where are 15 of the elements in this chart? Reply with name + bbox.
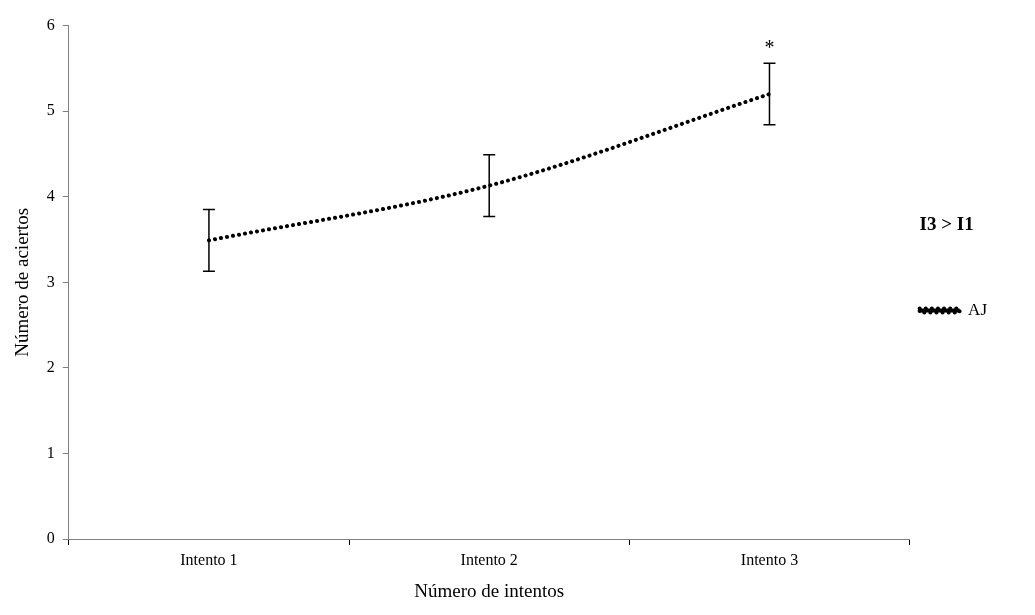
text: I3 > I1 xyxy=(919,213,974,235)
legend-label: AJ xyxy=(968,299,988,319)
y-axis-title: Número de aciertos xyxy=(11,207,33,357)
y-tick-label: 1 xyxy=(46,443,55,461)
x-tick-label: Intento 3 xyxy=(740,550,799,568)
y-tick-label: 2 xyxy=(46,358,55,376)
x-axis-title: Número de intentos xyxy=(414,579,565,601)
x-tick-label: Intento 1 xyxy=(180,550,238,568)
y-tick-label: 3 xyxy=(46,272,55,290)
annotation: * xyxy=(764,36,775,59)
y-tick-label: 0 xyxy=(46,529,55,547)
y-tick-label: 5 xyxy=(46,101,55,119)
x-tick-label: Intento 2 xyxy=(460,550,518,568)
y-tick-label: 6 xyxy=(46,15,55,33)
y-tick-label: 4 xyxy=(46,186,55,204)
